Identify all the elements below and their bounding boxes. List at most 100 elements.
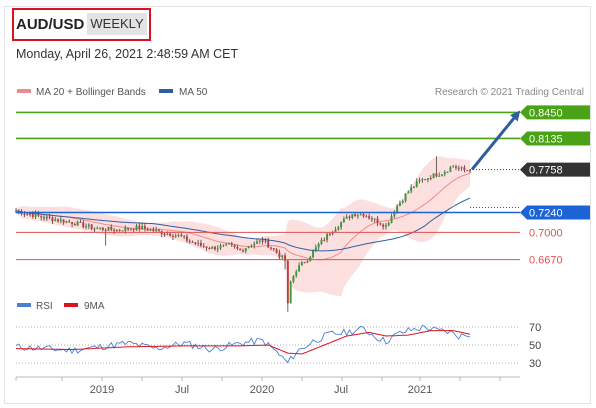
candle-body (362, 214, 365, 217)
candle-body (174, 235, 177, 237)
candle (379, 222, 382, 226)
candle (373, 218, 376, 223)
candle-body (365, 216, 368, 218)
candle (292, 275, 295, 284)
candle (368, 213, 371, 220)
candle (247, 245, 250, 249)
candle-body (270, 247, 273, 249)
candle-body (281, 255, 284, 258)
candle (323, 237, 326, 242)
credit-label: Research © 2021 Trading Central (435, 87, 584, 98)
period-badge[interactable]: WEEKLY (87, 13, 147, 35)
candle (107, 226, 110, 231)
candle (57, 218, 60, 223)
candle (90, 223, 93, 231)
candle (463, 165, 466, 173)
x-tick-label: Jul (175, 384, 189, 396)
candle-body (247, 246, 250, 249)
candle-body (115, 229, 118, 232)
candle-body (384, 225, 387, 227)
candle-body (169, 233, 172, 237)
candle (351, 213, 354, 220)
candle-body (337, 227, 340, 230)
candle-body (424, 179, 427, 181)
candle-body (345, 216, 348, 219)
forecast-arrow (470, 110, 521, 171)
candle (404, 193, 407, 203)
candle-body (258, 240, 261, 242)
level-label: 0.7000 (529, 227, 563, 239)
candle (455, 164, 457, 171)
candle (79, 219, 82, 224)
candle (213, 245, 216, 251)
candle-body (267, 240, 270, 248)
candle-body (62, 219, 65, 223)
candle-body (373, 218, 376, 220)
candle (76, 220, 79, 227)
candle-body (57, 219, 60, 222)
candle-body (264, 240, 267, 242)
candle-body (435, 173, 438, 177)
candle (59, 216, 62, 224)
candle (62, 219, 65, 225)
level-label: 0.8135 (529, 133, 563, 145)
candle (188, 239, 191, 244)
candle-body (76, 221, 79, 226)
candle (275, 248, 278, 254)
candle-body (320, 239, 323, 244)
candle (348, 215, 351, 221)
candle-body (199, 242, 202, 246)
candle-body (87, 224, 90, 227)
candle-body (466, 170, 469, 172)
candle-body (438, 175, 441, 177)
candle (68, 219, 71, 224)
candle-body (79, 221, 82, 223)
candle (410, 184, 413, 194)
candle-body (379, 223, 382, 225)
candle (65, 220, 68, 224)
candle-body (188, 240, 191, 242)
candle (278, 249, 281, 260)
rsi-legend-label: RSI (36, 301, 53, 312)
candle-body (272, 248, 275, 250)
candle-body (289, 281, 292, 304)
candle (345, 214, 348, 220)
candle-body (401, 200, 404, 203)
candle (157, 228, 160, 233)
candle-body (443, 172, 446, 175)
candle (356, 213, 359, 219)
rsi-level-label: 70 (529, 322, 541, 334)
candle (418, 177, 421, 184)
candle (115, 229, 118, 233)
candle-body (432, 173, 435, 179)
candle-body (351, 214, 354, 218)
candle-body (101, 227, 104, 230)
candle (48, 213, 51, 220)
candle-body (85, 226, 88, 228)
candle-body (127, 227, 130, 230)
candle-body (166, 233, 169, 235)
candle-body (314, 247, 317, 251)
candle (101, 226, 104, 232)
ma20-line (15, 173, 471, 261)
candle (412, 186, 415, 189)
candle-body (15, 210, 17, 212)
candle-body (93, 228, 96, 230)
candle-body (326, 233, 329, 240)
candle (452, 164, 455, 168)
candle (54, 217, 57, 222)
candle (370, 216, 373, 223)
candle (242, 248, 244, 253)
candle (334, 226, 337, 233)
candle-body (143, 226, 146, 229)
level-label: 0.7758 (529, 165, 563, 177)
legend-bollinger-label: MA 20 + Bollinger Bands (36, 87, 146, 98)
candle (354, 213, 357, 217)
candle (435, 156, 438, 178)
candle (331, 230, 334, 236)
candle-body (300, 262, 303, 266)
candle (393, 210, 396, 219)
candle-body (398, 202, 401, 206)
candle (342, 216, 345, 223)
candle-body (359, 214, 362, 216)
